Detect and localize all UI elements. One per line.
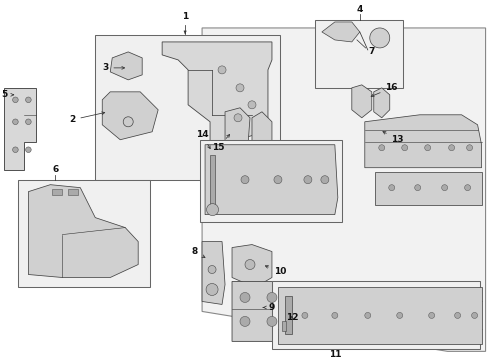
Circle shape (370, 28, 390, 48)
Circle shape (241, 176, 249, 184)
Circle shape (25, 97, 31, 103)
Circle shape (466, 145, 472, 151)
Circle shape (429, 312, 435, 319)
Polygon shape (4, 88, 36, 170)
Text: 7: 7 (368, 48, 375, 57)
Circle shape (123, 117, 133, 127)
Polygon shape (225, 108, 250, 152)
Polygon shape (322, 22, 360, 42)
Bar (68, 189, 78, 195)
Bar (52, 189, 62, 195)
Circle shape (397, 312, 403, 319)
Circle shape (304, 176, 312, 184)
Bar (200, 140, 342, 222)
Bar (282, 321, 286, 332)
Bar (95, 35, 280, 180)
Polygon shape (232, 282, 288, 341)
Circle shape (465, 185, 470, 191)
Circle shape (248, 101, 256, 109)
Circle shape (234, 114, 242, 122)
Text: 5: 5 (1, 90, 14, 99)
Circle shape (379, 145, 385, 151)
Polygon shape (365, 115, 482, 168)
Polygon shape (232, 244, 272, 288)
Circle shape (471, 312, 478, 319)
Circle shape (13, 97, 18, 103)
Text: 15: 15 (212, 135, 230, 152)
Circle shape (240, 292, 250, 302)
Bar (285, 297, 292, 334)
Text: 11: 11 (329, 350, 341, 359)
Circle shape (25, 147, 31, 153)
Circle shape (267, 316, 277, 327)
Circle shape (302, 312, 308, 319)
Polygon shape (202, 28, 486, 351)
Circle shape (415, 185, 421, 191)
Polygon shape (162, 42, 272, 142)
Polygon shape (252, 112, 272, 155)
Text: 14: 14 (196, 130, 210, 149)
Polygon shape (375, 172, 482, 204)
Circle shape (365, 312, 371, 319)
Circle shape (389, 185, 395, 191)
Circle shape (13, 147, 18, 153)
Bar (272, 282, 480, 349)
Text: 1: 1 (182, 13, 188, 22)
Polygon shape (110, 52, 142, 80)
Polygon shape (102, 92, 158, 140)
Polygon shape (205, 145, 338, 215)
Circle shape (455, 312, 461, 319)
Circle shape (402, 145, 408, 151)
Text: 4: 4 (357, 5, 363, 14)
Bar (19, 180, 150, 288)
Circle shape (13, 119, 18, 125)
Text: 10: 10 (266, 266, 286, 276)
Text: 3: 3 (102, 63, 124, 72)
Circle shape (332, 312, 338, 319)
Circle shape (441, 185, 448, 191)
Polygon shape (352, 85, 372, 118)
Circle shape (449, 145, 455, 151)
Circle shape (267, 292, 277, 302)
Polygon shape (202, 242, 225, 305)
Circle shape (218, 66, 226, 74)
Circle shape (25, 119, 31, 125)
Text: 8: 8 (192, 247, 205, 258)
Text: 9: 9 (263, 303, 275, 312)
Polygon shape (278, 288, 482, 345)
Text: 16: 16 (371, 84, 398, 96)
Text: 13: 13 (383, 131, 404, 144)
Circle shape (236, 84, 244, 92)
Circle shape (208, 266, 216, 274)
Bar (210, 155, 215, 210)
Circle shape (274, 176, 282, 184)
Polygon shape (374, 88, 390, 118)
Text: 2: 2 (69, 112, 105, 124)
Bar (315, 20, 403, 88)
Polygon shape (28, 185, 138, 278)
Circle shape (321, 176, 329, 184)
Text: 6: 6 (52, 165, 58, 174)
Text: 12: 12 (286, 313, 298, 322)
Circle shape (240, 316, 250, 327)
Circle shape (206, 283, 218, 296)
Circle shape (425, 145, 431, 151)
Circle shape (245, 260, 255, 270)
Circle shape (207, 204, 219, 216)
